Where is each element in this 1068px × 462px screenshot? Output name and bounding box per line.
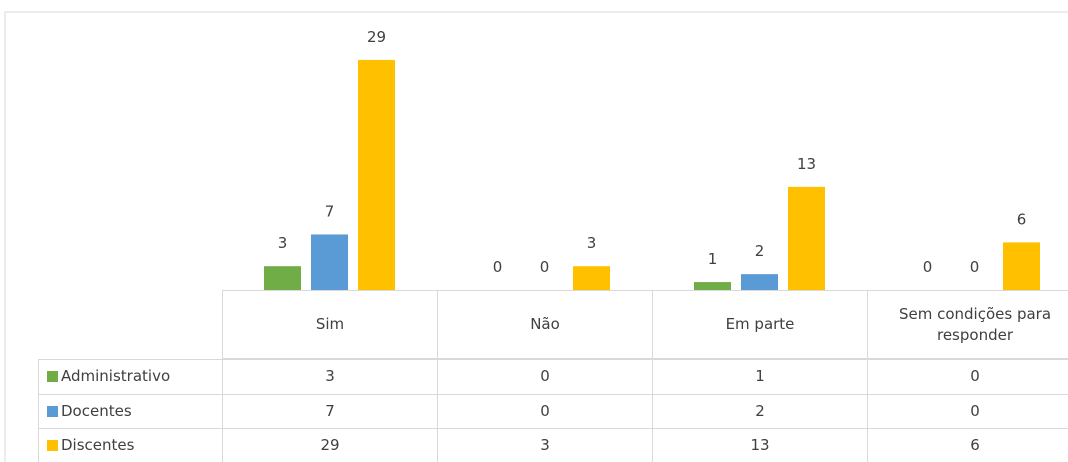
legend-entry: Discentes [38, 428, 223, 462]
data-label: 0 [540, 258, 550, 276]
data-label: 0 [493, 258, 503, 276]
table-cell: 1 [652, 359, 868, 395]
table-header-text: Em parte [725, 315, 795, 333]
table-cell-text: 2 [755, 401, 765, 420]
table-header: Sim [222, 290, 438, 359]
chart-border [4, 11, 1068, 462]
table-cell: 3 [437, 428, 653, 462]
bar [264, 266, 301, 290]
table-cell: 0 [867, 393, 1068, 429]
legend-key [47, 405, 58, 417]
data-label: 3 [587, 234, 597, 252]
table-cell-text: 13 [750, 436, 770, 455]
legend-key [47, 371, 58, 383]
legend-text: Docentes [61, 401, 132, 420]
bar [694, 282, 731, 290]
data-label: 2 [755, 242, 765, 260]
table-cell-text: 0 [540, 367, 550, 386]
table-header: Sem condições para responder [867, 290, 1068, 359]
bar [741, 274, 778, 290]
table-header-text: Não [530, 315, 560, 333]
legend-entry: Administrativo [38, 359, 223, 395]
legend-text: Administrativo [61, 367, 171, 386]
table-header: Não [437, 290, 653, 359]
data-label: 0 [923, 258, 933, 276]
table-cell-text: 3 [325, 367, 335, 386]
table-cell-text: 6 [970, 436, 980, 455]
table-cell: 0 [437, 393, 653, 429]
legend-entry: Docentes [38, 393, 223, 429]
table-cell: 0 [437, 359, 653, 395]
table-cell-text: 3 [540, 436, 550, 455]
table-header-text: Sem condições para responder [898, 304, 1052, 344]
table-cell: 3 [222, 359, 438, 395]
table-cell-text: 0 [540, 401, 550, 420]
table-header: Em parte [652, 290, 868, 359]
table-cell-text: 7 [325, 401, 335, 420]
table-cell: 6 [867, 428, 1068, 462]
data-label: 0 [970, 258, 980, 276]
table-cell-text: 1 [755, 367, 765, 386]
table-cell: 2 [652, 393, 868, 429]
table-cell-text: 0 [970, 367, 980, 386]
bar [358, 59, 395, 290]
table-header-text: Sim [315, 315, 345, 333]
data-label: 13 [797, 155, 816, 173]
bar [311, 234, 348, 290]
table-cell: 29 [222, 428, 438, 462]
table-cell: 13 [652, 428, 868, 462]
table-cell-text: 29 [320, 436, 340, 455]
data-label: 6 [1017, 210, 1027, 228]
data-label: 3 [278, 234, 288, 252]
bar [788, 186, 825, 290]
bar [1003, 242, 1040, 290]
data-label: 29 [367, 28, 386, 46]
data-label: 7 [325, 202, 335, 220]
legend-text: Discentes [61, 436, 135, 455]
data-label: 1 [708, 250, 718, 268]
table-cell: 7 [222, 393, 438, 429]
table-cell: 0 [867, 359, 1068, 395]
bar [573, 266, 610, 290]
table-cell-text: 0 [970, 401, 980, 420]
legend-key [47, 440, 58, 452]
